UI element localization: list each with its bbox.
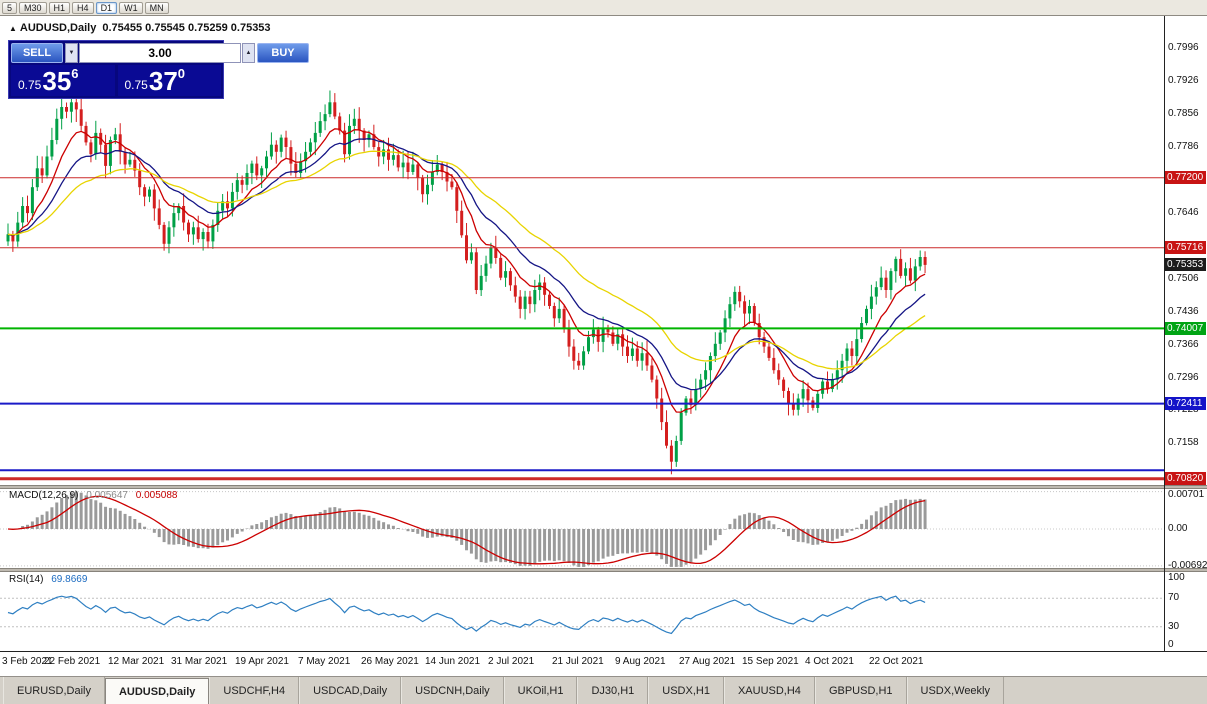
date-label: 15 Sep 2021 [742, 656, 799, 667]
price-tick-label: 0.7646 [1168, 207, 1199, 218]
macd-tick-label: 0.00701 [1168, 489, 1205, 500]
date-label: 14 Jun 2021 [425, 656, 481, 667]
rsi-tick-label: 70 [1168, 592, 1180, 603]
rsi-tick-label: 30 [1168, 621, 1180, 632]
chart-header: ▲ AUDUSD,Daily 0.75455 0.75545 0.75259 0.7… [9, 22, 271, 34]
timeframe-button-m30[interactable]: M30 [19, 1, 47, 14]
trade-prices-row: 0.75 35 6 0.75 37 0 [11, 65, 221, 96]
date-label: 21 Jul 2021 [552, 656, 604, 667]
price-tick-label: 0.7926 [1168, 75, 1199, 86]
buy-price-prefix: 0.75 [124, 78, 148, 92]
trade-controls-row: SELL ▼ ▲ BUY [11, 43, 309, 63]
date-label: 22 Feb 2021 [44, 656, 101, 667]
price-tick-label: 0.7158 [1168, 437, 1199, 448]
date-label: 27 Aug 2021 [679, 656, 736, 667]
price-tag: 0.77200 [1165, 171, 1206, 184]
price-tick-label: 0.7856 [1168, 108, 1199, 119]
date-label: 22 Oct 2021 [869, 656, 924, 667]
rsi-tick-label: 100 [1168, 572, 1185, 583]
date-label: 9 Aug 2021 [615, 656, 666, 667]
macd-label: MACD(12,26,9) [9, 490, 79, 501]
chart-tab-usdchf-2[interactable]: USDCHF,H4 [209, 677, 300, 704]
rsi-label: RSI(14) [9, 574, 44, 585]
volume-decrease-button[interactable]: ▼ [65, 43, 78, 63]
price-tick-label: 0.7366 [1168, 339, 1199, 350]
date-axis[interactable]: 3 Feb 2021 22 Feb 2021 12 Mar 2021 31 Mar 2… [0, 653, 1164, 675]
chart-tab-usdcnh-4[interactable]: USDCNH,Daily [401, 677, 504, 704]
date-label: 3 Feb 2021 [2, 656, 53, 667]
sell-price-display[interactable]: 0.75 35 6 [11, 65, 115, 96]
buy-button[interactable]: BUY [257, 43, 309, 63]
timeframe-button-w1[interactable]: W1 [119, 1, 143, 14]
price-tag: 0.72411 [1165, 397, 1206, 410]
buy-price-main: 37 [148, 66, 178, 96]
sell-price-pip: 6 [71, 66, 79, 81]
rsi-tick-label: 0 [1168, 639, 1174, 650]
macd-main-value: 0.005647 [86, 490, 128, 501]
price-tag: 0.70820 [1165, 472, 1206, 485]
chart-tab-audusd-1[interactable]: AUDUSD,Daily [104, 678, 210, 704]
sell-price-main: 35 [42, 66, 72, 96]
macd-signal-value: 0.005088 [135, 490, 178, 501]
timeframe-button-d1[interactable]: D1 [95, 1, 118, 14]
timeframe-toolbar: 5 M30 H1 H4 D1 W1 MN [0, 0, 1207, 16]
chart-tab-ukoil-5[interactable]: UKOil,H1 [503, 677, 578, 704]
macd-pane-header: MACD(12,26,9) 0.005647 0.005088 [9, 490, 177, 501]
date-label: 26 May 2021 [361, 656, 419, 667]
chart-tab-usdx-7[interactable]: USDX,H1 [648, 677, 724, 704]
price-tick-label: 0.7506 [1168, 273, 1199, 284]
date-label: 31 Mar 2021 [171, 656, 228, 667]
chart-tab-dj30-6[interactable]: DJ30,H1 [577, 677, 649, 704]
sell-button[interactable]: SELL [11, 43, 63, 63]
one-click-trading-panel: SELL ▼ ▲ BUY 0.75 35 6 0.75 37 0 [8, 40, 309, 99]
price-tag: 0.74007 [1165, 322, 1206, 335]
volume-input[interactable] [79, 43, 241, 63]
timeframe-button-h1[interactable]: H1 [48, 1, 71, 14]
date-label: 12 Mar 2021 [108, 656, 165, 667]
chart-tab-xauusd-8[interactable]: XAUUSD,H4 [723, 677, 815, 704]
price-tag: 0.75716 [1165, 241, 1206, 254]
timeframe-button-h4[interactable]: H4 [72, 1, 94, 14]
chart-tab-bar: EURUSD,Daily AUDUSD,Daily USDCHF,H4 USDCAD,… [0, 676, 1207, 704]
chart-tab-eurusd-0[interactable]: EURUSD,Daily [3, 677, 105, 704]
date-label: 4 Oct 2021 [805, 656, 854, 667]
date-label: 2 Jul 2021 [488, 656, 535, 667]
chart-title: AUDUSD,Daily [19, 22, 97, 34]
chart-tab-usdx-10[interactable]: USDX,Weekly [906, 677, 1004, 704]
price-axis[interactable]: 0.7996 0.7926 0.7856 0.7786 0.7646 0.7506 0.74… [1165, 0, 1207, 676]
timeframe-button-mn[interactable]: MN [144, 1, 169, 14]
buy-price-display[interactable]: 0.75 37 0 [117, 65, 221, 96]
price-tick-label: 0.7296 [1168, 372, 1199, 383]
timeframe-button-5[interactable]: 5 [2, 1, 18, 14]
price-tick-label: 0.7996 [1168, 42, 1199, 53]
price-tag: 0.75353 [1165, 258, 1206, 271]
chart-ohlc-values: 0.75455 0.75545 0.75259 0.75353 [102, 22, 271, 34]
volume-control: ▼ ▲ [65, 43, 255, 63]
macd-tick-label: 0.00 [1168, 523, 1188, 534]
buy-price-pip: 0 [177, 66, 186, 81]
chart-tab-usdcad-3[interactable]: USDCAD,Daily [299, 677, 402, 704]
chart-tab-gbpusd-9[interactable]: GBPUSD,H1 [814, 677, 907, 704]
rsi-value: 69.8669 [51, 574, 88, 585]
date-label: 19 Apr 2021 [235, 656, 289, 667]
symbol-marker-icon: ▲ [9, 24, 17, 33]
date-label: 7 May 2021 [298, 656, 351, 667]
macd-tick-label: -0.00692 [1168, 560, 1207, 571]
volume-increase-button[interactable]: ▲ [242, 43, 255, 63]
sell-price-prefix: 0.75 [18, 78, 42, 92]
chart-surface[interactable] [0, 16, 1207, 676]
price-tick-label: 0.7786 [1168, 141, 1199, 152]
price-tick-label: 0.7436 [1168, 306, 1199, 317]
rsi-pane-header: RSI(14) 69.8669 [9, 574, 87, 585]
